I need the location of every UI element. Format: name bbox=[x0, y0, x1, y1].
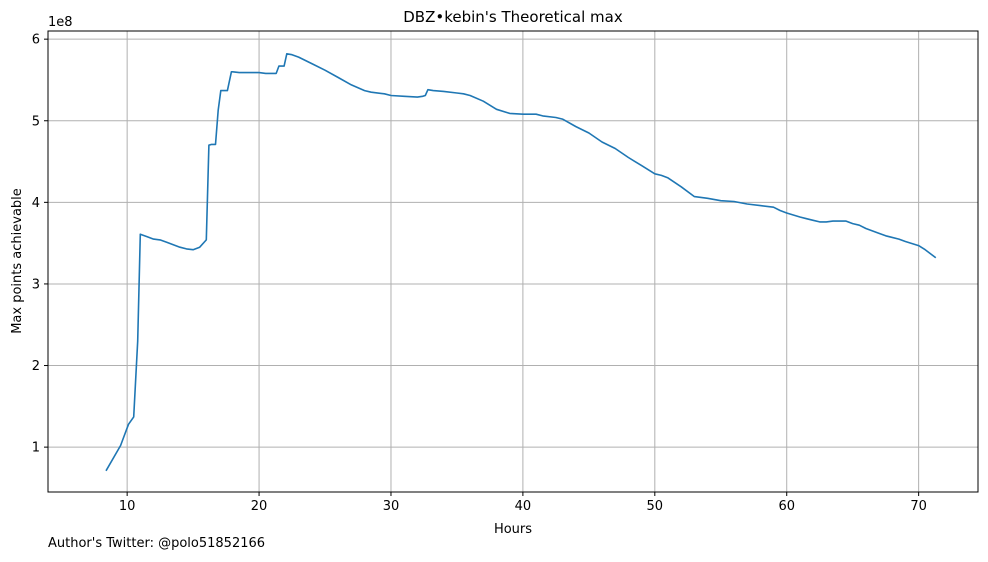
y-tick-label-5: 6 bbox=[32, 33, 40, 48]
x-axis-label: Hours bbox=[494, 522, 532, 537]
x-tick-label-6: 70 bbox=[910, 499, 927, 514]
x-tick-label-2: 30 bbox=[383, 499, 400, 514]
author-footnote: Author's Twitter: @polo51852166 bbox=[48, 536, 266, 551]
y-tick-label-4: 5 bbox=[32, 114, 40, 129]
plot-frame bbox=[47, 30, 979, 493]
y-tick-label-3: 4 bbox=[32, 196, 40, 211]
x-tick-label-1: 20 bbox=[251, 499, 268, 514]
y-tick-label-1: 2 bbox=[32, 359, 40, 374]
x-tick-label-0: 10 bbox=[119, 499, 136, 514]
grid bbox=[48, 31, 978, 492]
chart-title: DBZ•kebin's Theoretical max bbox=[403, 8, 623, 26]
x-tick-label-4: 50 bbox=[647, 499, 664, 514]
y-axis-label: Max points achievable bbox=[10, 188, 25, 334]
y-tick-label-2: 3 bbox=[32, 277, 40, 292]
series bbox=[105, 52, 937, 472]
x-tick-label-3: 40 bbox=[515, 499, 532, 514]
y-offset-label: 1e8 bbox=[48, 15, 73, 30]
x-tick-label-5: 60 bbox=[778, 499, 795, 514]
y-tick-label-0: 1 bbox=[32, 441, 40, 456]
ticks: 10 20 30 40 50 60 70 1 2 3 4 5 6 bbox=[32, 33, 927, 514]
series-line-0 bbox=[105, 52, 937, 472]
